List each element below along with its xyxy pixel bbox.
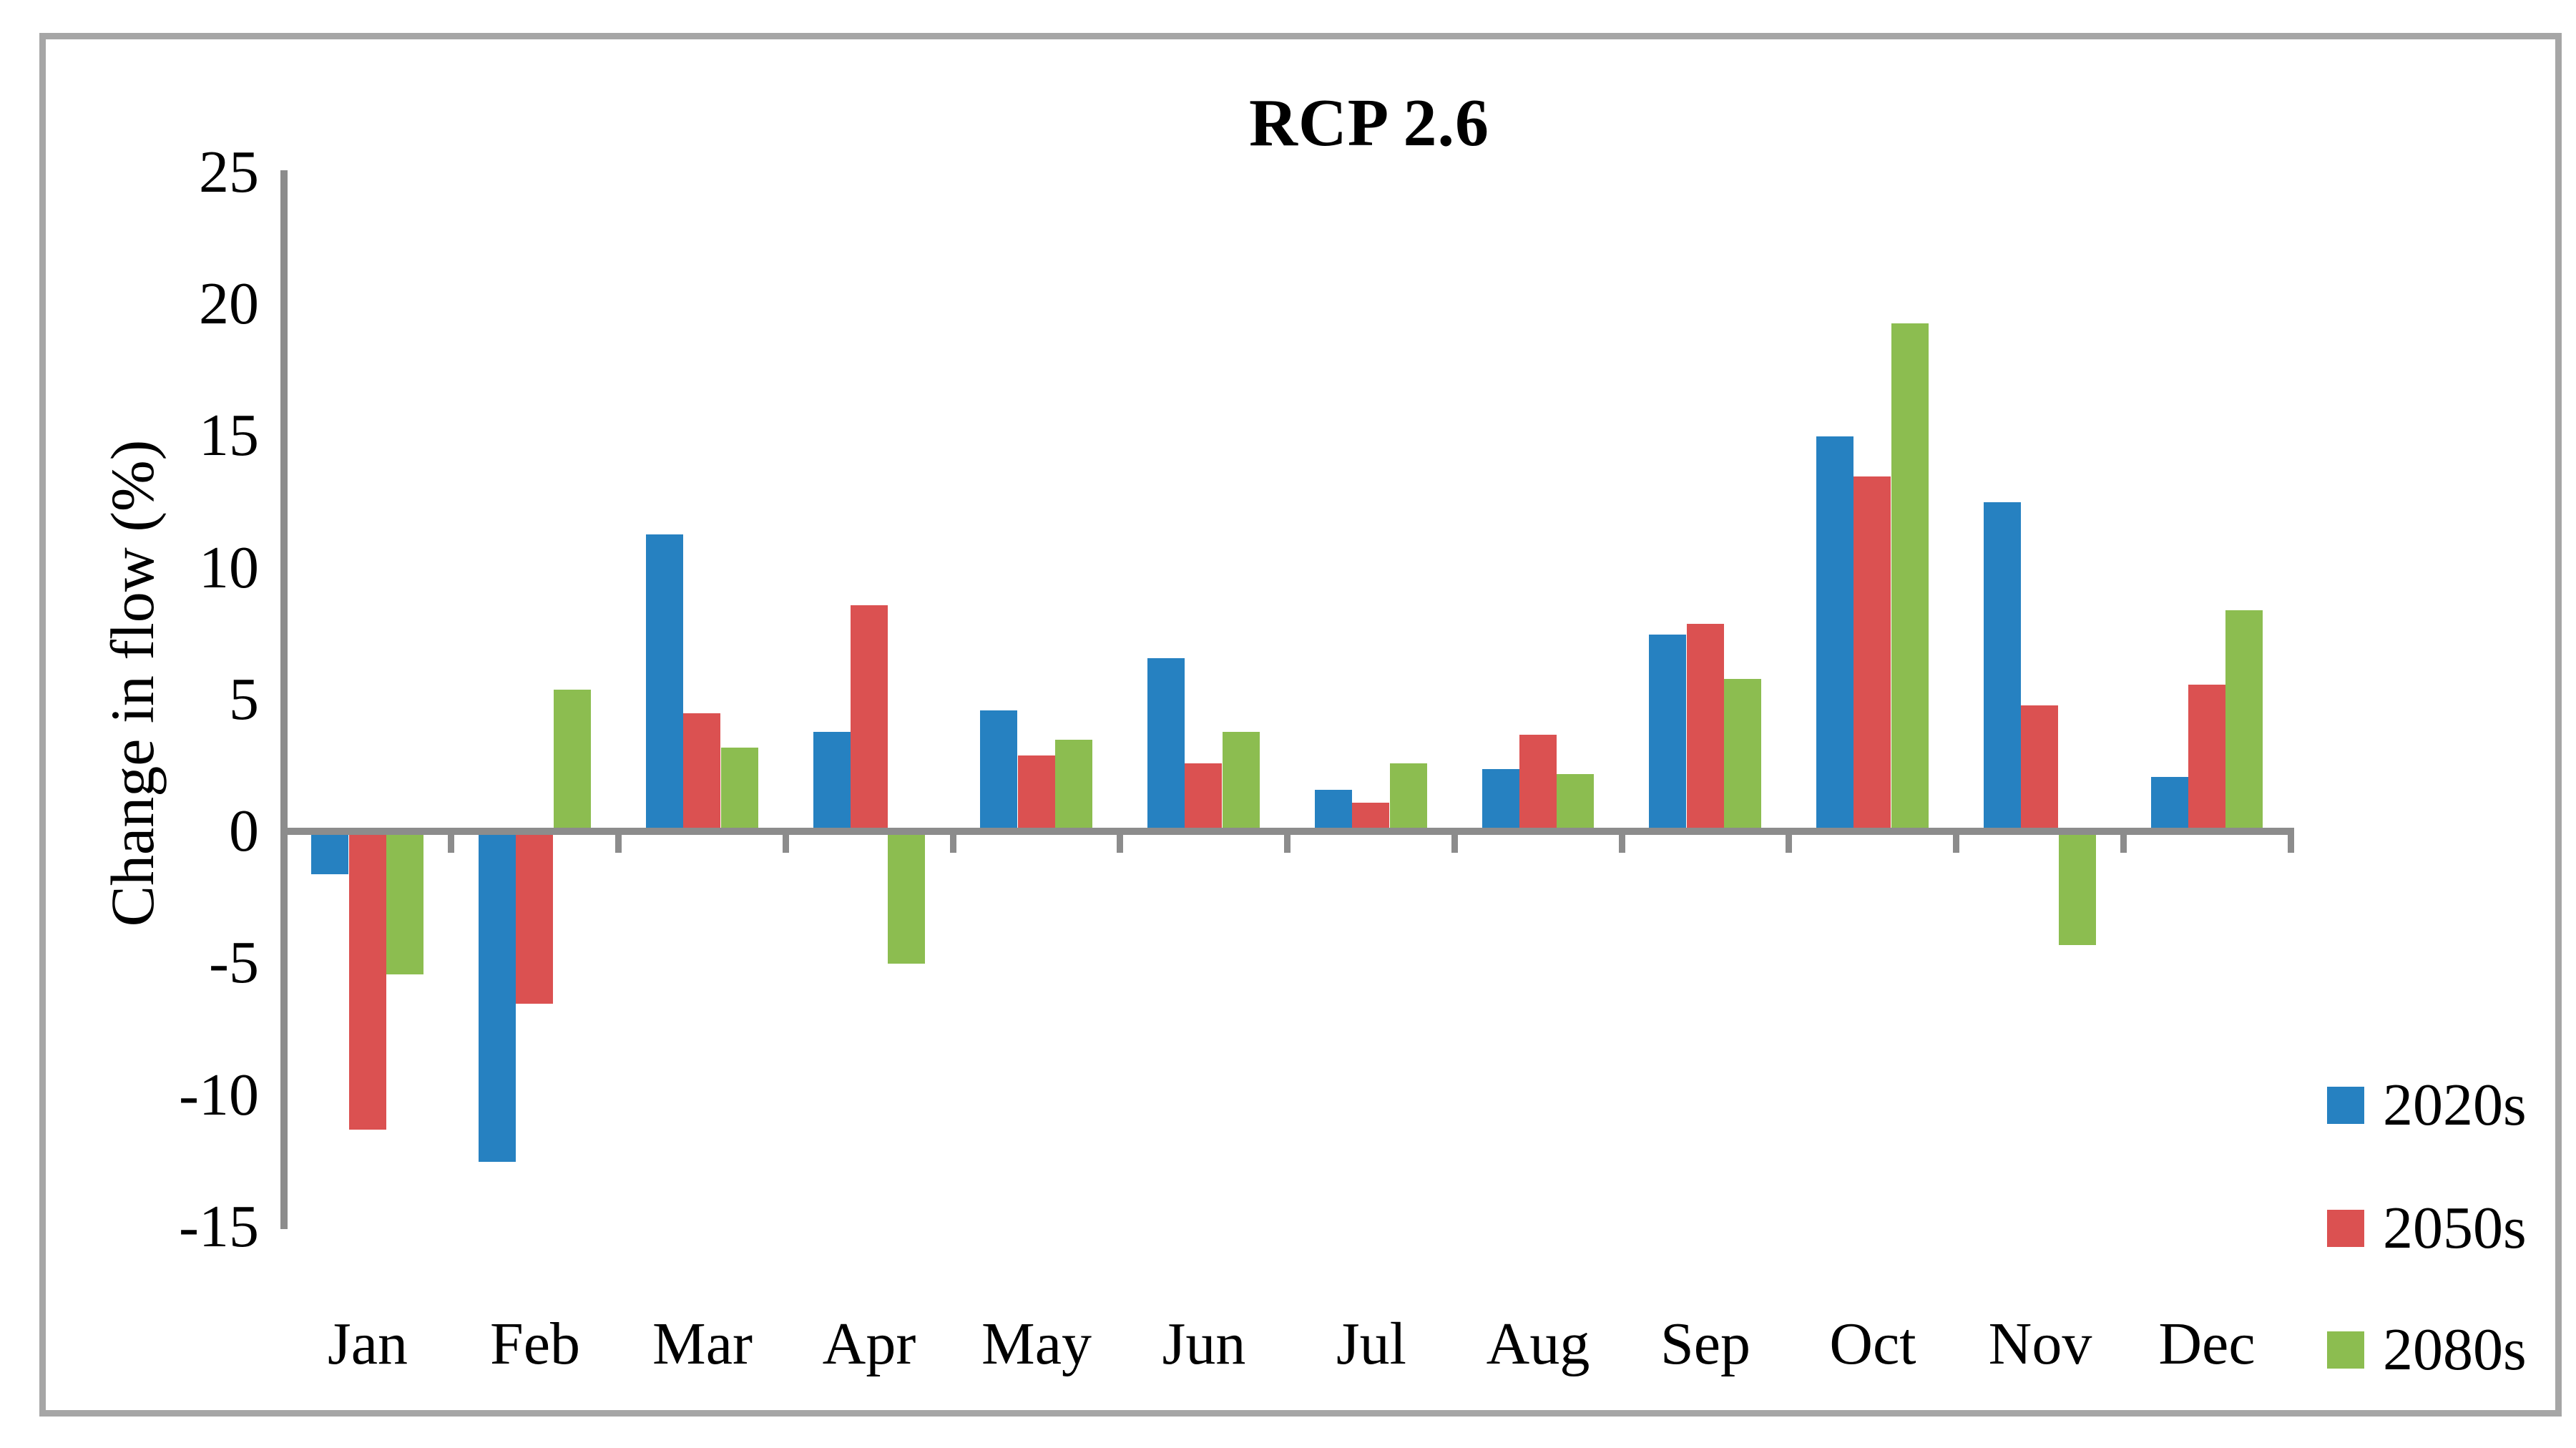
bar-sep-2020s — [1649, 635, 1686, 832]
x-axis-tick — [1619, 828, 1625, 853]
bar-oct-2050s — [1853, 476, 1891, 832]
x-axis-tick — [2288, 828, 2294, 853]
y-tick-label: 5 — [229, 666, 259, 733]
y-tick-label: 15 — [199, 402, 259, 469]
bar-jan-2050s — [349, 832, 386, 1130]
bar-apr-2050s — [851, 605, 888, 832]
x-axis-line — [280, 828, 2294, 835]
bar-dec-2050s — [2188, 685, 2225, 832]
x-axis-tick — [2120, 828, 2127, 853]
x-category-label-jul: Jul — [1336, 1311, 1407, 1377]
bar-mar-2050s — [683, 713, 720, 832]
x-category-label-nov: Nov — [1988, 1311, 2092, 1377]
bar-jun-2080s — [1223, 732, 1260, 832]
x-category-label-oct: Oct — [1829, 1311, 1916, 1377]
bar-jul-2050s — [1352, 803, 1389, 832]
x-category-label-dec: Dec — [2158, 1311, 2256, 1377]
legend-swatch-2080s — [2327, 1331, 2364, 1369]
legend-label-2020s: 2020s — [2383, 1072, 2527, 1138]
bar-jun-2050s — [1185, 763, 1222, 832]
bar-sep-2080s — [1724, 679, 1761, 832]
legend-entry-2080s: 2080s — [2327, 1320, 2527, 1380]
bar-mar-2020s — [646, 534, 683, 832]
chart-border-frame — [39, 33, 2562, 1417]
bar-feb-2080s — [554, 690, 591, 832]
x-category-label-mar: Mar — [652, 1311, 753, 1377]
x-axis-tick — [1451, 828, 1458, 853]
x-axis-tick — [1786, 828, 1792, 853]
bar-may-2080s — [1055, 740, 1092, 832]
x-category-label-may: May — [981, 1311, 1092, 1377]
legend-swatch-2020s — [2327, 1087, 2364, 1124]
bar-apr-2020s — [813, 732, 851, 832]
x-category-label-jan: Jan — [328, 1311, 408, 1377]
y-tick-label: -10 — [179, 1062, 259, 1128]
bar-jan-2020s — [311, 832, 348, 874]
legend-label-2050s: 2050s — [2383, 1195, 2527, 1261]
bar-nov-2050s — [2021, 705, 2058, 832]
bar-sep-2050s — [1687, 624, 1724, 832]
bar-may-2020s — [980, 710, 1017, 832]
y-tick-label: -15 — [179, 1193, 259, 1260]
bar-oct-2020s — [1816, 436, 1853, 832]
x-category-label-jun: Jun — [1162, 1311, 1246, 1377]
bar-mar-2080s — [721, 748, 758, 832]
y-tick-label: 0 — [229, 798, 259, 864]
bar-jan-2080s — [386, 832, 423, 974]
x-category-label-feb: Feb — [490, 1311, 580, 1377]
legend-entry-2020s: 2020s — [2327, 1075, 2527, 1135]
x-axis-tick — [1953, 828, 1959, 853]
bar-nov-2020s — [1984, 502, 2021, 832]
x-axis-tick — [1284, 828, 1291, 853]
legend-entry-2050s: 2050s — [2327, 1198, 2527, 1258]
x-category-label-sep: Sep — [1660, 1311, 1750, 1377]
y-tick-label: 25 — [199, 139, 259, 205]
y-tick-label: -5 — [209, 929, 259, 996]
bar-aug-2020s — [1482, 769, 1519, 832]
bar-aug-2050s — [1519, 735, 1557, 832]
legend-label-2080s: 2080s — [2383, 1316, 2527, 1383]
bar-feb-2020s — [479, 832, 516, 1162]
x-axis-tick — [950, 828, 956, 853]
bar-dec-2020s — [2151, 777, 2188, 832]
chart-title: RCP 2.6 — [1249, 86, 1489, 160]
x-axis-tick — [615, 828, 622, 853]
x-axis-tick — [783, 828, 789, 853]
bar-may-2050s — [1018, 755, 1055, 832]
y-tick-label: 20 — [199, 270, 259, 337]
bar-jul-2080s — [1390, 763, 1427, 832]
x-category-label-apr: Apr — [822, 1311, 916, 1377]
x-axis-tick — [1117, 828, 1123, 853]
bar-nov-2080s — [2059, 832, 2096, 945]
bar-oct-2080s — [1891, 323, 1929, 832]
y-tick-label: 10 — [199, 534, 259, 601]
bar-jul-2020s — [1315, 790, 1352, 832]
bar-feb-2050s — [516, 832, 553, 1004]
bar-apr-2080s — [888, 832, 925, 964]
bar-dec-2080s — [2225, 610, 2263, 832]
bar-jun-2020s — [1147, 658, 1185, 832]
x-category-label-aug: Aug — [1486, 1311, 1590, 1377]
legend-swatch-2050s — [2327, 1210, 2364, 1247]
bar-aug-2080s — [1557, 774, 1594, 832]
y-axis-line — [280, 170, 288, 1229]
x-axis-tick — [448, 828, 454, 853]
